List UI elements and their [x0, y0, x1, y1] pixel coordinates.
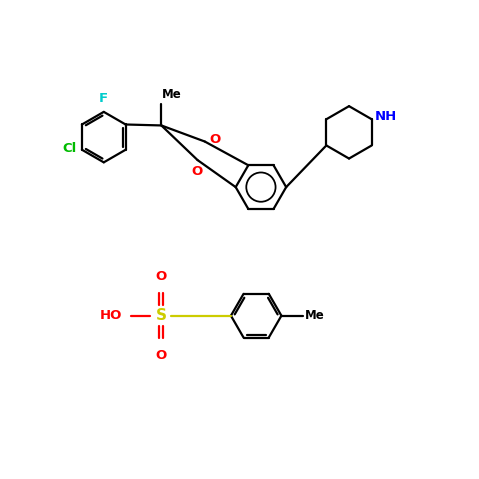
Text: Me: Me [305, 309, 324, 322]
Text: Me: Me [162, 88, 182, 101]
Text: O: O [191, 165, 202, 178]
Text: O: O [155, 349, 167, 362]
Text: Cl: Cl [62, 142, 76, 155]
Text: O: O [210, 133, 221, 146]
Text: NH: NH [375, 110, 397, 124]
Text: S: S [155, 308, 166, 323]
Text: HO: HO [100, 309, 122, 322]
Text: F: F [99, 92, 108, 105]
Text: O: O [155, 270, 167, 283]
